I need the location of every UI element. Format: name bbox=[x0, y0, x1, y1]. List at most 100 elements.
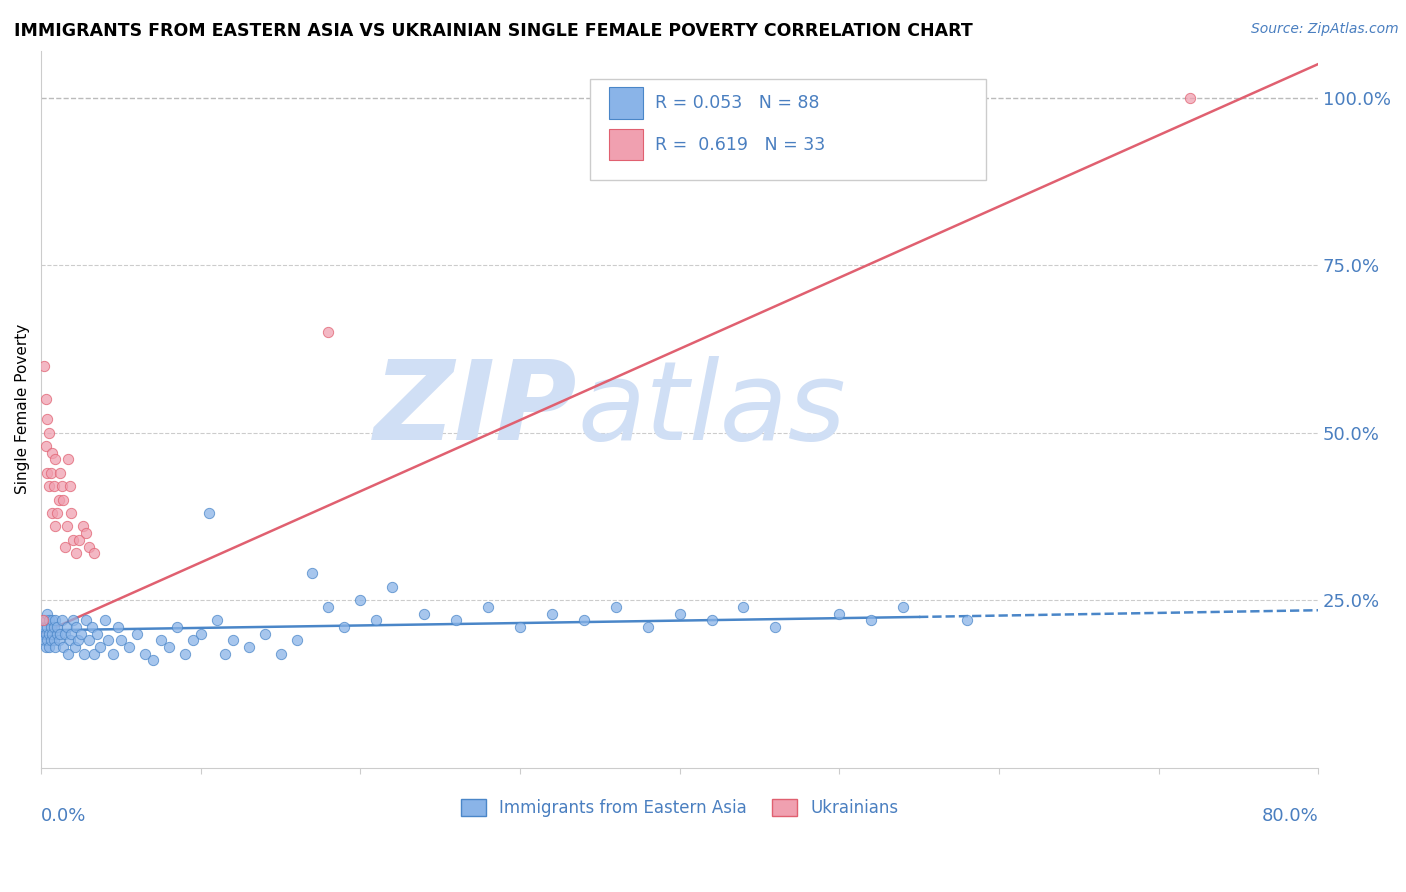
Point bbox=[46, 626, 69, 640]
Point bbox=[55, 620, 77, 634]
Point bbox=[53, 540, 76, 554]
Point bbox=[333, 620, 356, 634]
Point bbox=[35, 626, 58, 640]
FancyBboxPatch shape bbox=[591, 79, 986, 180]
Point bbox=[83, 546, 105, 560]
Point bbox=[509, 620, 531, 634]
Point bbox=[38, 479, 60, 493]
Point bbox=[58, 647, 80, 661]
FancyBboxPatch shape bbox=[609, 128, 643, 161]
Point bbox=[101, 647, 124, 661]
Point bbox=[63, 640, 86, 654]
Point bbox=[34, 633, 56, 648]
Point bbox=[97, 633, 120, 648]
FancyBboxPatch shape bbox=[609, 87, 643, 119]
Point bbox=[181, 633, 204, 648]
Point bbox=[31, 613, 53, 627]
Point bbox=[37, 620, 59, 634]
Point bbox=[70, 626, 93, 640]
Point bbox=[149, 633, 172, 648]
Point bbox=[413, 607, 436, 621]
Point bbox=[605, 599, 627, 614]
Point bbox=[51, 479, 73, 493]
Point bbox=[166, 620, 188, 634]
Point bbox=[60, 506, 83, 520]
Point bbox=[35, 613, 58, 627]
Point bbox=[214, 647, 236, 661]
Text: IMMIGRANTS FROM EASTERN ASIA VS UKRAINIAN SINGLE FEMALE POVERTY CORRELATION CHAR: IMMIGRANTS FROM EASTERN ASIA VS UKRAINIA… bbox=[14, 22, 973, 40]
Point bbox=[860, 613, 883, 627]
Point bbox=[41, 446, 63, 460]
Text: ZIP: ZIP bbox=[374, 356, 578, 463]
Point bbox=[41, 613, 63, 627]
Point bbox=[173, 647, 195, 661]
Point bbox=[828, 607, 851, 621]
Point bbox=[44, 640, 66, 654]
Point bbox=[37, 633, 59, 648]
Point bbox=[44, 452, 66, 467]
Point bbox=[366, 613, 388, 627]
Point bbox=[205, 613, 228, 627]
Point bbox=[37, 466, 59, 480]
Point bbox=[41, 506, 63, 520]
Point bbox=[318, 325, 340, 339]
Point bbox=[42, 620, 65, 634]
Point bbox=[107, 620, 129, 634]
Point bbox=[59, 479, 82, 493]
Point bbox=[39, 620, 62, 634]
Point bbox=[190, 626, 212, 640]
Point bbox=[38, 613, 60, 627]
Point bbox=[637, 620, 659, 634]
Text: 0.0%: 0.0% bbox=[41, 807, 87, 825]
Point bbox=[238, 640, 260, 654]
Point bbox=[58, 452, 80, 467]
Point bbox=[75, 526, 97, 541]
Text: R = 0.053   N = 88: R = 0.053 N = 88 bbox=[655, 94, 820, 112]
Point bbox=[157, 640, 180, 654]
Point bbox=[253, 626, 276, 640]
Point bbox=[66, 633, 89, 648]
Point bbox=[142, 653, 165, 667]
Point bbox=[48, 492, 70, 507]
Point bbox=[65, 546, 87, 560]
Point bbox=[37, 607, 59, 621]
Point bbox=[52, 640, 75, 654]
Point bbox=[35, 640, 58, 654]
Point bbox=[39, 633, 62, 648]
Text: R =  0.619   N = 33: R = 0.619 N = 33 bbox=[655, 136, 825, 153]
Point bbox=[55, 519, 77, 533]
Point bbox=[62, 533, 84, 547]
Point bbox=[77, 540, 100, 554]
Point bbox=[62, 613, 84, 627]
Point bbox=[572, 613, 595, 627]
Point bbox=[301, 566, 323, 581]
Point bbox=[38, 626, 60, 640]
Point bbox=[89, 640, 111, 654]
Point bbox=[94, 613, 117, 627]
Point bbox=[73, 647, 96, 661]
Point bbox=[44, 613, 66, 627]
Point bbox=[35, 439, 58, 453]
Point bbox=[700, 613, 723, 627]
Point bbox=[197, 506, 219, 520]
Point bbox=[318, 599, 340, 614]
Point bbox=[46, 506, 69, 520]
Point bbox=[83, 647, 105, 661]
Text: Source: ZipAtlas.com: Source: ZipAtlas.com bbox=[1251, 22, 1399, 37]
Point bbox=[49, 466, 72, 480]
Point bbox=[52, 492, 75, 507]
Y-axis label: Single Female Poverty: Single Female Poverty bbox=[15, 324, 30, 494]
Legend: Immigrants from Eastern Asia, Ukrainians: Immigrants from Eastern Asia, Ukrainians bbox=[454, 792, 905, 824]
Point bbox=[44, 519, 66, 533]
Point bbox=[477, 599, 499, 614]
Point bbox=[125, 626, 148, 640]
Point bbox=[38, 640, 60, 654]
Point bbox=[37, 412, 59, 426]
Point bbox=[39, 466, 62, 480]
Point bbox=[541, 607, 564, 621]
Point bbox=[75, 613, 97, 627]
Point bbox=[49, 626, 72, 640]
Point bbox=[42, 633, 65, 648]
Point bbox=[1180, 90, 1202, 104]
Point bbox=[285, 633, 308, 648]
